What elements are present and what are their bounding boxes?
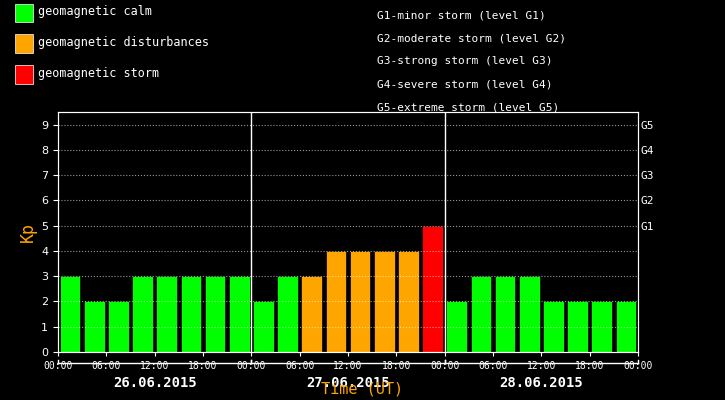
Text: G4-severe storm (level G4): G4-severe storm (level G4) <box>377 80 552 90</box>
Bar <box>302 276 322 352</box>
Bar <box>422 226 443 352</box>
Text: 26.06.2015: 26.06.2015 <box>113 376 196 390</box>
Text: geomagnetic storm: geomagnetic storm <box>38 67 160 80</box>
Text: Time (UT): Time (UT) <box>321 381 404 396</box>
Bar <box>519 276 539 352</box>
Bar <box>59 276 80 352</box>
Bar <box>229 276 249 352</box>
Bar <box>494 276 515 352</box>
Bar <box>157 276 177 352</box>
Text: geomagnetic calm: geomagnetic calm <box>38 6 152 18</box>
Bar <box>592 302 612 352</box>
Bar <box>349 251 370 352</box>
Text: geomagnetic disturbances: geomagnetic disturbances <box>38 36 210 49</box>
Bar <box>108 302 128 352</box>
Bar <box>543 302 564 352</box>
Bar <box>616 302 637 352</box>
Y-axis label: Kp: Kp <box>19 222 37 242</box>
Text: 27.06.2015: 27.06.2015 <box>306 376 390 390</box>
Text: 28.06.2015: 28.06.2015 <box>500 376 583 390</box>
Bar <box>374 251 394 352</box>
Text: G3-strong storm (level G3): G3-strong storm (level G3) <box>377 56 552 66</box>
Bar <box>447 302 467 352</box>
Bar <box>181 276 201 352</box>
Bar <box>84 302 104 352</box>
Text: G5-extreme storm (level G5): G5-extreme storm (level G5) <box>377 103 559 113</box>
Text: G2-moderate storm (level G2): G2-moderate storm (level G2) <box>377 33 566 43</box>
Bar <box>471 276 491 352</box>
Bar <box>326 251 346 352</box>
Bar <box>398 251 418 352</box>
Bar <box>132 276 153 352</box>
Bar <box>567 302 588 352</box>
Text: G1-minor storm (level G1): G1-minor storm (level G1) <box>377 10 546 20</box>
Bar <box>277 276 298 352</box>
Bar <box>253 302 273 352</box>
Bar <box>204 276 225 352</box>
